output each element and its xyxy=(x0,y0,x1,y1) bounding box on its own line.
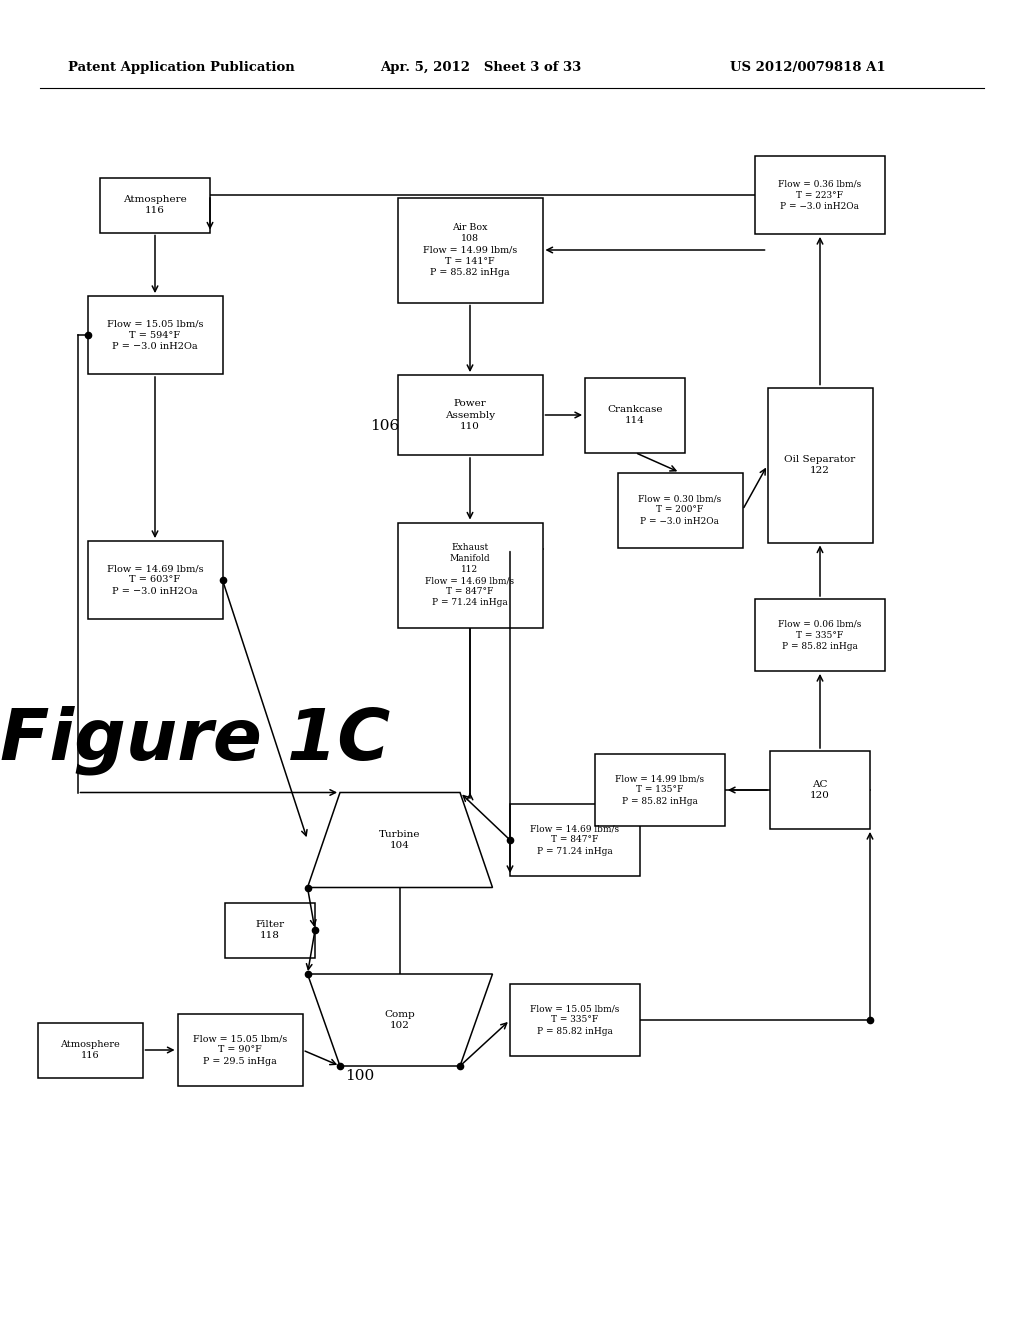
Bar xyxy=(768,388,872,543)
Text: Flow = 0.06 lbm/s
T = 335°F
P = 85.82 inHga: Flow = 0.06 lbm/s T = 335°F P = 85.82 in… xyxy=(778,619,861,651)
Text: Flow = 15.05 lbm/s
T = 335°F
P = 85.82 inHga: Flow = 15.05 lbm/s T = 335°F P = 85.82 i… xyxy=(530,1005,620,1036)
Text: Comp
102: Comp 102 xyxy=(385,1010,416,1030)
Text: 100: 100 xyxy=(345,1069,374,1082)
Polygon shape xyxy=(307,792,493,887)
Bar xyxy=(585,378,685,453)
Text: Flow = 14.99 lbm/s
T = 135°F
P = 85.82 inHga: Flow = 14.99 lbm/s T = 135°F P = 85.82 i… xyxy=(615,775,705,805)
Text: Flow = 0.30 lbm/s
T = 200°F
P = −3.0 inH2Oa: Flow = 0.30 lbm/s T = 200°F P = −3.0 inH… xyxy=(638,495,722,525)
Bar xyxy=(397,375,543,455)
Text: Power
Assembly
110: Power Assembly 110 xyxy=(445,400,495,430)
Text: Crankcase
114: Crankcase 114 xyxy=(607,405,663,425)
Bar xyxy=(397,523,543,627)
Text: AC
120: AC 120 xyxy=(810,780,829,800)
Bar xyxy=(87,296,222,374)
Text: US 2012/0079818 A1: US 2012/0079818 A1 xyxy=(730,62,886,74)
Bar xyxy=(397,198,543,302)
Text: Flow = 15.05 lbm/s
T = 594°F
P = −3.0 inH2Oa: Flow = 15.05 lbm/s T = 594°F P = −3.0 in… xyxy=(106,319,203,351)
Text: Atmosphere
116: Atmosphere 116 xyxy=(60,1040,120,1060)
Text: Flow = 15.05 lbm/s
T = 90°F
P = 29.5 inHga: Flow = 15.05 lbm/s T = 90°F P = 29.5 inH… xyxy=(193,1035,287,1065)
Text: Turbine
104: Turbine 104 xyxy=(379,830,421,850)
Bar xyxy=(510,804,640,876)
Bar xyxy=(510,983,640,1056)
Bar xyxy=(225,903,315,957)
Bar xyxy=(755,599,885,671)
Text: 106: 106 xyxy=(370,418,399,433)
Bar xyxy=(617,473,742,548)
Bar xyxy=(595,754,725,826)
Text: Filter
118: Filter 118 xyxy=(255,920,285,940)
Text: Flow = 0.36 lbm/s
T = 223°F
P = −3.0 inH2Oa: Flow = 0.36 lbm/s T = 223°F P = −3.0 inH… xyxy=(778,180,861,211)
Text: Air Box
108
Flow = 14.99 lbm/s
T = 141°F
P = 85.82 inHga: Air Box 108 Flow = 14.99 lbm/s T = 141°F… xyxy=(423,223,517,277)
Text: Atmosphere
116: Atmosphere 116 xyxy=(123,195,186,215)
Bar xyxy=(770,751,870,829)
Bar xyxy=(755,156,885,234)
Bar xyxy=(177,1014,302,1086)
Bar xyxy=(87,541,222,619)
Text: Apr. 5, 2012   Sheet 3 of 33: Apr. 5, 2012 Sheet 3 of 33 xyxy=(380,62,582,74)
Text: Flow = 14.69 lbm/s
T = 603°F
P = −3.0 inH2Oa: Flow = 14.69 lbm/s T = 603°F P = −3.0 in… xyxy=(106,565,204,595)
Text: Flow = 14.69 lbm/s
T = 847°F
P = 71.24 inHga: Flow = 14.69 lbm/s T = 847°F P = 71.24 i… xyxy=(530,825,620,855)
Text: Patent Application Publication: Patent Application Publication xyxy=(68,62,295,74)
Bar xyxy=(38,1023,142,1077)
Bar xyxy=(100,177,210,232)
Text: Exhaust
Manifold
112
Flow = 14.69 lbm/s
T = 847°F
P = 71.24 inHga: Exhaust Manifold 112 Flow = 14.69 lbm/s … xyxy=(425,543,515,607)
Text: Oil Separator
122: Oil Separator 122 xyxy=(784,455,856,475)
Text: Figure 1C: Figure 1C xyxy=(0,705,390,775)
Polygon shape xyxy=(307,974,493,1067)
